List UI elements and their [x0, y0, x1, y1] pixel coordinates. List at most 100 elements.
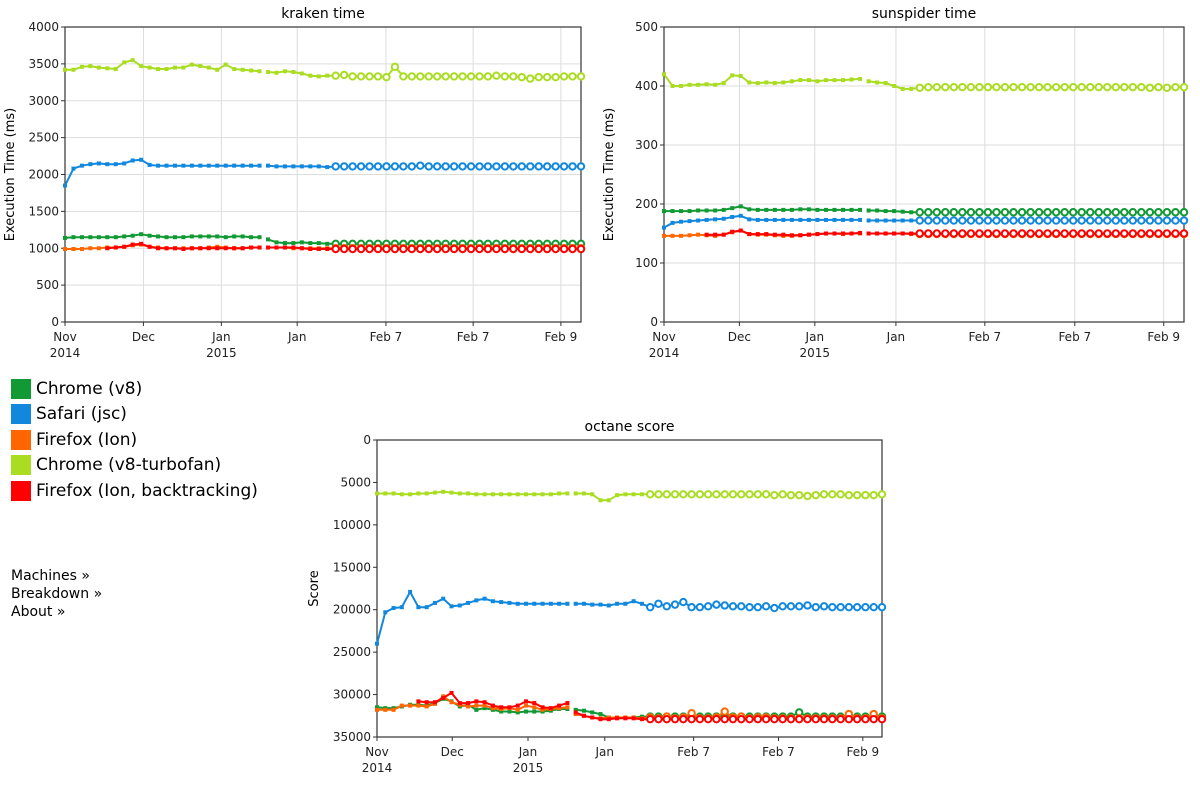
data-point [695, 602, 705, 612]
data-point [803, 601, 812, 610]
data-point [753, 714, 763, 724]
data-point [365, 162, 374, 171]
data-point [789, 233, 794, 238]
data-point [721, 81, 726, 86]
data-point [88, 246, 93, 251]
data-point [1094, 216, 1103, 225]
data-point [1128, 208, 1138, 217]
data-point [408, 703, 413, 708]
data-point [458, 72, 467, 81]
data-point [778, 490, 787, 499]
data-point [532, 709, 537, 714]
data-point [764, 217, 769, 222]
data-point [941, 208, 950, 217]
data-point [416, 605, 421, 610]
data-point [924, 82, 933, 92]
data-point [164, 235, 169, 240]
data-point [540, 705, 545, 710]
data-point [1026, 216, 1035, 225]
data-point [1068, 216, 1078, 225]
data-point [88, 235, 93, 240]
series-line [267, 65, 581, 80]
data-point [356, 162, 366, 171]
data-point [316, 246, 321, 251]
data-point [1111, 216, 1121, 225]
data-point [720, 601, 729, 610]
data-point [975, 82, 984, 92]
data-point [299, 240, 304, 245]
data-point [79, 64, 84, 69]
data-point [548, 601, 553, 606]
data-point [532, 492, 537, 497]
legend-swatch [11, 429, 31, 450]
data-point [789, 217, 794, 222]
legend-label: Firefox (Ion, backtracking) [36, 480, 258, 501]
data-point [71, 235, 76, 240]
legend: Chrome (v8) Safari (jsc) Firefox (Ion) C… [11, 376, 258, 504]
x-tick-label: Jan [287, 330, 307, 344]
data-point [232, 234, 237, 239]
legend-item-safari-jsc[interactable]: Safari (jsc) [11, 402, 258, 428]
data-point [240, 246, 245, 251]
data-point [492, 71, 501, 80]
legend-item-chrome-v8[interactable]: Chrome (v8) [11, 376, 258, 402]
data-point [331, 71, 340, 80]
data-point [316, 74, 321, 79]
data-point [551, 162, 560, 171]
data-point [1068, 208, 1078, 217]
data-point [915, 229, 924, 238]
data-point [747, 217, 752, 222]
data-point [383, 707, 388, 712]
legend-item-firefox-ion[interactable]: Firefox (Ion) [11, 427, 258, 453]
data-point [811, 602, 820, 612]
data-point [113, 162, 118, 167]
data-point [517, 162, 526, 171]
data-point [941, 82, 950, 92]
data-point [703, 602, 713, 611]
data-point [670, 220, 675, 225]
data-point [223, 246, 228, 251]
data-point [806, 232, 811, 237]
breakdown-link[interactable]: Breakdown » [11, 586, 103, 602]
data-point [156, 234, 161, 239]
data-point [565, 701, 570, 706]
series-firefox-ion-backtracking [105, 241, 586, 254]
data-point [399, 72, 408, 81]
data-point [992, 229, 1001, 238]
x-tick-label: Feb 7 [968, 330, 1001, 344]
data-point [730, 229, 735, 234]
data-point [687, 209, 692, 214]
data-point [432, 244, 442, 254]
data-point [500, 162, 510, 171]
machines-link[interactable]: Machines » [11, 568, 90, 584]
data-point [598, 498, 603, 503]
nav-links: Machines » Breakdown » About » [11, 567, 102, 621]
about-link[interactable]: About » [11, 604, 66, 620]
data-point [1077, 216, 1086, 225]
data-point [892, 209, 897, 214]
data-point [877, 602, 887, 612]
data-point [696, 218, 701, 223]
data-point [206, 163, 211, 168]
data-point [823, 217, 828, 222]
data-point [892, 84, 897, 88]
data-point [348, 72, 357, 81]
y-tick-label: 400 [635, 79, 658, 93]
data-point [849, 217, 854, 222]
data-point [181, 163, 186, 168]
data-point [507, 705, 512, 710]
data-point [761, 490, 771, 499]
legend-item-firefox-ion-backtracking[interactable]: Firefox (Ion, backtracking) [11, 478, 258, 504]
data-point [745, 490, 754, 499]
chart-title: octane score [585, 419, 675, 435]
legend-item-chrome-v8-turbofan[interactable]: Chrome (v8-turbofan) [11, 453, 258, 479]
data-point [639, 492, 644, 497]
data-point [924, 208, 933, 217]
data-point [1128, 216, 1138, 225]
data-point [892, 231, 897, 236]
data-point [861, 490, 870, 500]
data-point [424, 605, 429, 610]
data-point [755, 232, 760, 237]
data-point [482, 706, 487, 711]
data-point [1103, 216, 1112, 225]
